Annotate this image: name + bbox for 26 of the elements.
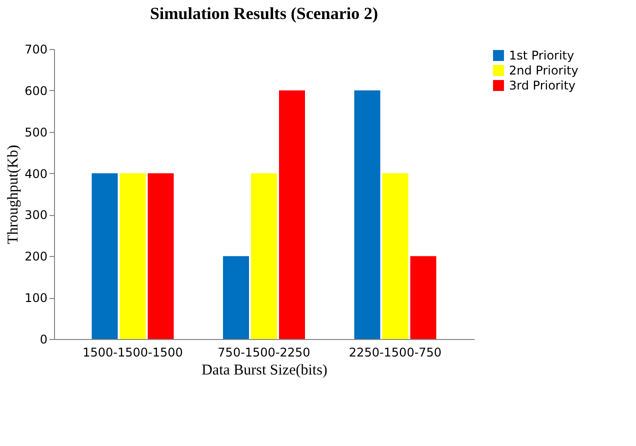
y-tick-label: 200 <box>24 250 48 264</box>
y-tick-label: 400 <box>24 166 48 181</box>
x-tick-label: 1500-1500-1500 <box>82 346 183 360</box>
bar <box>251 173 277 339</box>
bar <box>382 173 408 339</box>
y-tick-label: 600 <box>24 84 48 98</box>
y-tick-label: 0 <box>40 332 48 346</box>
bar <box>148 173 174 339</box>
legend-label: 1st Priority <box>509 48 574 62</box>
y-tick-label: 500 <box>24 125 48 140</box>
bar <box>279 90 305 339</box>
y-tick-label: 100 <box>24 291 48 306</box>
legend-label: 2nd Priority <box>509 64 578 78</box>
x-tick-label: 2250-1500-750 <box>348 346 442 360</box>
bar <box>354 90 380 339</box>
chart-title: Simulation Results (Scenario 2) <box>150 4 378 23</box>
x-axis-title: Data Burst Size(bits) <box>202 362 328 378</box>
bar <box>410 256 436 339</box>
y-tick-label: 700 <box>24 42 48 56</box>
y-axis-title: Throughput(Kb) <box>6 144 22 244</box>
bar <box>120 173 146 339</box>
legend-label: 3rd Priority <box>509 78 576 92</box>
bar <box>223 256 249 339</box>
bar <box>92 173 118 339</box>
x-tick-label: 750-1500-2250 <box>218 346 310 360</box>
y-tick-label: 300 <box>24 208 48 222</box>
